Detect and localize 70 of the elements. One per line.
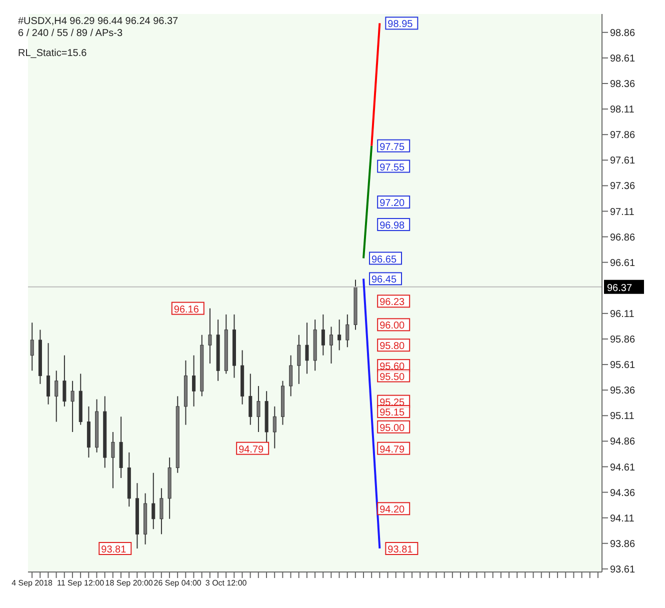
y-tick-label: 98.61	[610, 53, 636, 64]
y-tick-label: 97.36	[610, 181, 636, 192]
y-tick-label: 94.61	[610, 462, 636, 474]
y-tick-label: 93.86	[610, 538, 636, 550]
x-tick-label: 3 Oct 12:00	[205, 578, 248, 588]
annotation: 96.23	[380, 297, 406, 308]
x-tick-label: 4 Sep 2018	[12, 578, 54, 588]
y-tick-label: 98.86	[610, 28, 636, 39]
y-tick-label: 95.36	[610, 386, 636, 397]
candlestick	[256, 386, 260, 432]
candlestick	[346, 314, 350, 348]
chart-title: #USDX,H4 96.29 96.44 96.24 96.37	[18, 16, 178, 28]
ref-line-label: 96.37	[607, 282, 632, 294]
y-tick-label: 96.86	[610, 232, 636, 244]
y-tick-label: 96.11	[610, 308, 635, 320]
annotation: 95.60	[380, 362, 406, 373]
y-tick-label: 93.61	[610, 564, 636, 576]
y-tick-label: 96.61	[610, 258, 636, 269]
text: 6 / 240 / 55 / 89 / APs-3	[18, 28, 124, 40]
y-tick-label: 94.86	[610, 436, 636, 448]
y-tick-label: 94.11	[610, 513, 635, 524]
x-tick-label: 26 Sep 04:00	[154, 578, 202, 588]
y-tick-label: 98.11	[610, 104, 635, 116]
annotation: 98.95	[388, 19, 414, 30]
y-tick-label: 95.11	[610, 411, 635, 422]
y-tick-label: 94.36	[610, 488, 636, 499]
candlestick	[62, 354, 66, 407]
candlestick	[111, 431, 115, 489]
candlestick	[338, 319, 342, 351]
annotation: 96.16	[174, 304, 200, 316]
candlestick	[329, 326, 333, 364]
candlestick	[70, 380, 74, 432]
annotation: 96.65	[372, 254, 397, 266]
annotation: 96.45	[372, 274, 397, 286]
y-tick-label: 98.36	[610, 79, 636, 90]
annotation: RL_Static=15.6	[18, 48, 88, 60]
annotation: 94.79	[238, 444, 264, 456]
annotation: 97.75	[380, 142, 406, 153]
annotation: 96.00	[380, 320, 406, 332]
candlestick	[289, 354, 293, 397]
annotation: 94.79	[380, 444, 406, 456]
annotation: 96.98	[380, 220, 406, 232]
candlestick	[46, 342, 50, 405]
candlestick	[272, 406, 276, 449]
candlestick	[248, 373, 252, 426]
x-tick-label: 18 Sep 20:00	[105, 578, 154, 588]
annotation: 95.00	[380, 422, 406, 434]
y-tick-label: 97.86	[610, 130, 636, 142]
y-tick-label: 95.61	[610, 360, 636, 372]
candlestick	[305, 322, 309, 374]
candlestick	[208, 308, 212, 364]
candlestick	[321, 314, 325, 356]
annotation: 97.55	[380, 162, 406, 174]
candlestick	[297, 334, 301, 384]
annotation: 95.50	[380, 372, 406, 383]
y-tick-label: 95.86	[610, 334, 636, 346]
annotation: 93.81	[388, 544, 414, 556]
annotation: 93.81	[101, 544, 127, 556]
x-tick-label: 11 Sep 12:00	[57, 578, 105, 588]
candlestick	[152, 472, 156, 530]
candlestick	[192, 354, 196, 407]
annotation: 94.20	[380, 504, 406, 516]
annotation: 95.15	[380, 408, 406, 419]
annotation: 97.20	[380, 198, 406, 210]
candlestick	[54, 370, 58, 422]
annotation: 95.80	[380, 341, 406, 352]
candlestick	[30, 322, 34, 372]
y-tick-label: 97.11	[610, 206, 635, 218]
candlestick	[160, 488, 164, 535]
y-tick-label: 97.61	[610, 156, 636, 167]
